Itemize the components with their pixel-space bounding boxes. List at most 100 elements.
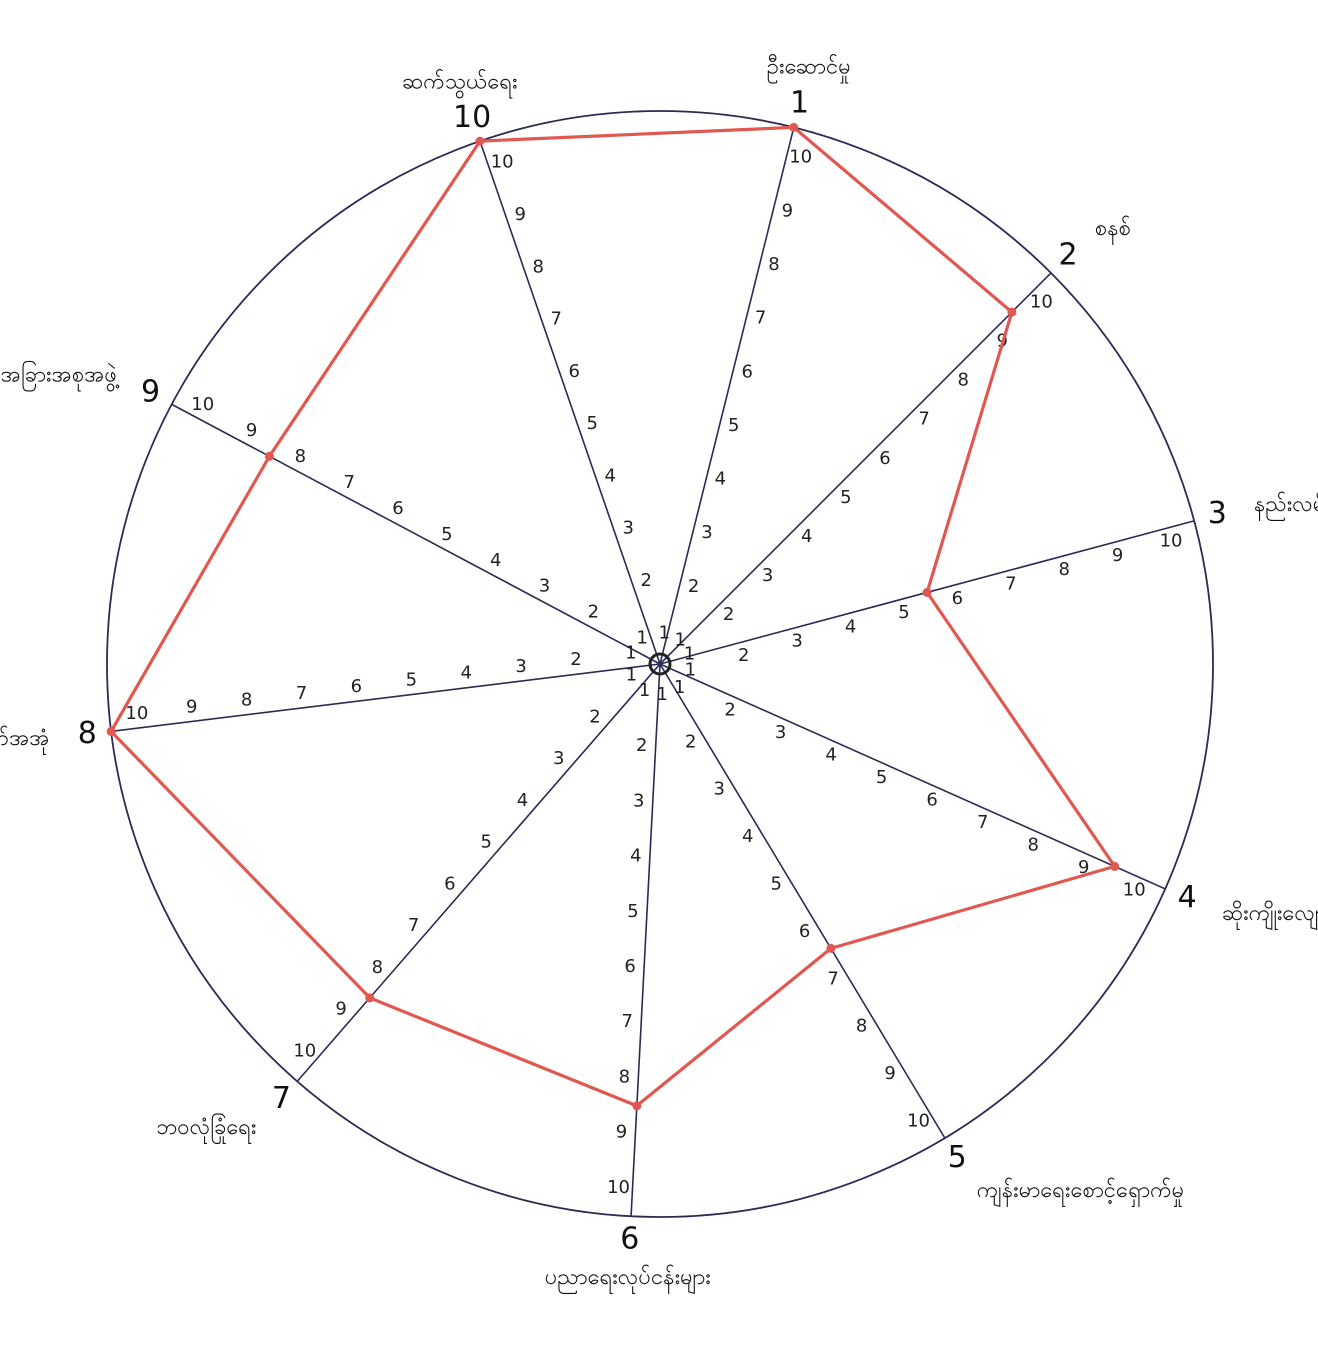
tick-label: 1 <box>675 630 686 651</box>
tick-label: 7 <box>408 915 419 936</box>
tick-label: 5 <box>770 874 781 895</box>
tick-label: 10 <box>125 703 148 724</box>
tick-label: 6 <box>926 789 937 810</box>
tick-label: 8 <box>957 370 968 391</box>
tick-label: 3 <box>539 576 550 597</box>
tick-label: 9 <box>782 200 793 221</box>
tick-label: 4 <box>801 526 812 547</box>
spoke-label-2: စနစ် <box>1095 215 1131 245</box>
tick-label: 10 <box>1030 291 1053 312</box>
spoke-number-5: 5 <box>948 1140 967 1175</box>
tick-label: 2 <box>724 700 735 721</box>
data-point-2 <box>1007 307 1017 317</box>
tick-label: 2 <box>688 576 699 597</box>
tick-label: 8 <box>1059 559 1070 580</box>
spoke-2 <box>659 272 1052 665</box>
tick-label: 4 <box>825 745 836 766</box>
tick-label: 1 <box>639 680 650 701</box>
tick-label: 9 <box>514 204 525 225</box>
spoke-9 <box>171 403 661 665</box>
tick-label: 5 <box>480 832 491 853</box>
tick-label: 4 <box>742 826 753 847</box>
tick-label: 6 <box>879 448 890 469</box>
tick-label: 1 <box>674 677 685 698</box>
spoke-label-3: နည်းလမ်းသုံးစွဲမှု <box>1254 491 1318 522</box>
tick-label: 4 <box>630 846 641 867</box>
data-point-10 <box>475 136 485 146</box>
tick-label: 5 <box>728 415 739 436</box>
tick-label: 5 <box>876 767 887 788</box>
ticks-layer: 1 2 3 4 5 6 7 8 9 10 1 2 3 4 5 6 7 8 9 10 1 2 3 4 5 6 7 8 9 10 1 2 3 4 5 6 7… <box>125 147 1182 1198</box>
spoke-label-1: ဦးဆောင်မှု <box>767 53 851 83</box>
spoke-number-7: 7 <box>272 1081 291 1116</box>
tick-label: 6 <box>568 361 579 382</box>
tick-label: 2 <box>636 735 647 756</box>
tick-label: 9 <box>186 696 197 717</box>
tick-label: 7 <box>755 308 766 329</box>
tick-label: 6 <box>351 676 362 697</box>
tick-label: 5 <box>627 901 638 922</box>
spoke-4 <box>659 663 1166 890</box>
tick-label: 2 <box>738 645 749 666</box>
tick-label: 7 <box>343 472 354 493</box>
tick-label: 7 <box>827 968 838 989</box>
tick-label: 10 <box>1123 879 1146 900</box>
tick-label: 2 <box>685 731 696 752</box>
tick-label: 4 <box>715 469 726 490</box>
spoke-label-5: ကျန်းမာရေးစောင့်ရှောက်မှု <box>977 1177 1184 1208</box>
tick-label: 10 <box>1160 531 1183 552</box>
tick-label: 3 <box>713 779 724 800</box>
tick-label: 9 <box>1078 857 1089 878</box>
spoke-number-8: 8 <box>78 716 97 751</box>
tick-label: 2 <box>570 649 581 670</box>
tick-label: 9 <box>616 1122 627 1143</box>
spoke-1 <box>659 127 795 665</box>
outer-circle <box>106 110 1214 1218</box>
spokes-layer <box>111 127 1195 1217</box>
tick-label: 3 <box>633 790 644 811</box>
tick-label: 9 <box>335 999 346 1020</box>
tick-label: 6 <box>952 588 963 609</box>
spoke-number-9: 9 <box>141 375 160 410</box>
data-point-7 <box>365 993 375 1003</box>
tick-label: 8 <box>295 446 306 467</box>
tick-label: 4 <box>460 663 471 684</box>
spoke-8 <box>111 663 661 733</box>
tick-label: 4 <box>490 550 501 571</box>
spoke-number-6: 6 <box>620 1222 639 1257</box>
data-point-4 <box>1110 861 1120 871</box>
tick-label: 8 <box>241 690 252 711</box>
spoke-5 <box>659 663 946 1139</box>
tick-label: 1 <box>657 684 668 705</box>
spoke-number-10: 10 <box>453 100 491 135</box>
tick-label: 1 <box>685 659 696 680</box>
tick-label: 5 <box>441 524 452 545</box>
tick-label: 3 <box>775 722 786 743</box>
spoke-number-3: 3 <box>1208 496 1227 531</box>
tick-label: 6 <box>624 956 635 977</box>
data-point-3 <box>922 587 932 597</box>
data-point-5 <box>826 943 836 953</box>
tick-label: 7 <box>296 683 307 704</box>
tick-label: 3 <box>623 518 634 539</box>
tick-label: 3 <box>515 656 526 677</box>
tick-label: 10 <box>491 152 514 173</box>
tick-label: 6 <box>444 873 455 894</box>
spoke-number-2: 2 <box>1058 237 1077 272</box>
tick-label: 10 <box>191 394 214 415</box>
tick-label: 6 <box>799 921 810 942</box>
tick-label: 10 <box>607 1177 630 1198</box>
tick-label: 3 <box>553 748 564 769</box>
tick-label: 3 <box>701 522 712 543</box>
tick-label: 7 <box>621 1011 632 1032</box>
tick-label: 9 <box>884 1063 895 1084</box>
tick-label: 1 <box>626 665 637 686</box>
tick-label: 1 <box>659 622 670 643</box>
spoke-6 <box>630 663 661 1217</box>
tick-label: 7 <box>1005 573 1016 594</box>
spoke-10 <box>479 140 661 665</box>
tick-label: 8 <box>372 957 383 978</box>
tick-label: 8 <box>856 1016 867 1037</box>
tick-label: 7 <box>918 409 929 430</box>
